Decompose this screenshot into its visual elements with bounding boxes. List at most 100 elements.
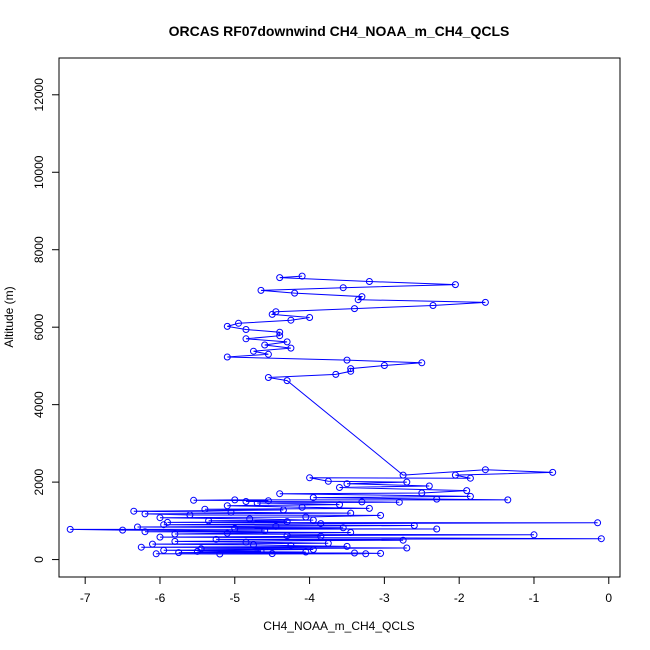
data-point [242, 498, 250, 505]
data-point [250, 541, 257, 549]
data-point [171, 530, 179, 538]
data-point [264, 497, 272, 505]
data-point [302, 548, 310, 556]
data-point [216, 550, 224, 558]
data-point [347, 367, 355, 375]
data-point [347, 529, 355, 536]
data-point [317, 532, 325, 540]
data-point [504, 496, 512, 504]
data-point [339, 524, 347, 532]
data-point [451, 471, 459, 479]
data-point [264, 350, 272, 358]
data-point [433, 525, 441, 533]
data-point [433, 495, 441, 503]
series-layer [66, 272, 605, 558]
data-point [309, 546, 317, 553]
y-tick-label: 12000 [32, 78, 46, 112]
data-point [410, 522, 418, 529]
data-point [466, 474, 474, 482]
data-point [336, 501, 343, 509]
data-point [324, 539, 332, 547]
data-point [399, 536, 407, 544]
x-tick-label: -4 [304, 591, 315, 605]
data-point [137, 543, 145, 551]
data-point [395, 498, 403, 506]
data-point [306, 474, 314, 482]
data-point [212, 535, 220, 543]
data-point [242, 538, 250, 546]
data-point [175, 549, 183, 557]
y-axis: 0 2000 4000 6000 8000 10000 12000 [32, 78, 59, 563]
data-point [186, 511, 194, 519]
data-point [156, 514, 164, 522]
data-point [291, 289, 299, 297]
data-point [306, 314, 314, 321]
data-point [257, 547, 265, 555]
data-point [354, 296, 362, 304]
data-point [160, 521, 168, 529]
x-axis-label: CH4_NOAA_m_CH4_QCLS [263, 619, 414, 633]
data-point [377, 511, 385, 519]
data-point [276, 332, 284, 340]
x-tick-label: -3 [379, 591, 390, 605]
data-point [362, 550, 370, 558]
y-tick-label: 10000 [32, 155, 46, 189]
data-point [302, 513, 310, 521]
x-tick-label: -2 [454, 591, 465, 605]
data-point [231, 496, 239, 504]
data-point [343, 356, 351, 364]
data-point [141, 528, 149, 536]
data-point [223, 502, 231, 510]
data-point [351, 549, 358, 557]
data-point [549, 468, 557, 476]
data-point [377, 549, 385, 557]
data-point [451, 281, 459, 289]
data-point [336, 484, 343, 491]
data-point [429, 302, 437, 309]
data-point [134, 523, 141, 531]
data-point [343, 542, 351, 550]
data-point [343, 480, 351, 488]
data-point [317, 520, 325, 528]
chart-title: ORCAS RF07downwind CH4_NOAA_m_CH4_QCLS [169, 23, 510, 39]
data-point [594, 519, 602, 527]
x-tick-label: 0 [605, 591, 612, 605]
data-point [152, 550, 160, 558]
x-axis: -7 -6 -5 -4 -3 -2 -1 0 [80, 577, 612, 605]
data-point [481, 298, 489, 306]
data-point [324, 477, 332, 485]
data-point [276, 274, 284, 282]
data-point [272, 522, 280, 530]
data-point [261, 527, 269, 535]
data-point [223, 322, 231, 330]
plot-frame [58, 57, 621, 578]
data-point [235, 319, 242, 327]
y-tick-label: 8000 [32, 236, 46, 263]
data-point [268, 550, 276, 558]
data-point [399, 471, 407, 479]
data-point [309, 494, 317, 502]
data-point [347, 509, 355, 517]
x-tick-label: -1 [529, 591, 540, 605]
data-point [283, 532, 291, 540]
x-tick-label: -7 [80, 591, 91, 605]
data-point [298, 503, 306, 511]
data-point [250, 347, 257, 355]
data-point [242, 335, 250, 343]
data-point [223, 353, 231, 361]
data-point [149, 540, 156, 548]
data-point [309, 516, 317, 524]
data-point [358, 498, 366, 506]
data-point [171, 537, 179, 545]
data-point [418, 489, 426, 497]
data-point [283, 518, 291, 526]
data-point [283, 377, 291, 385]
data-point [246, 515, 254, 523]
data-point [425, 482, 433, 490]
data-point [257, 286, 265, 294]
y-tick-label: 6000 [32, 314, 46, 341]
data-point [201, 505, 209, 513]
data-point [66, 525, 74, 533]
data-point [597, 535, 605, 543]
x-tick-label: -5 [229, 591, 240, 605]
